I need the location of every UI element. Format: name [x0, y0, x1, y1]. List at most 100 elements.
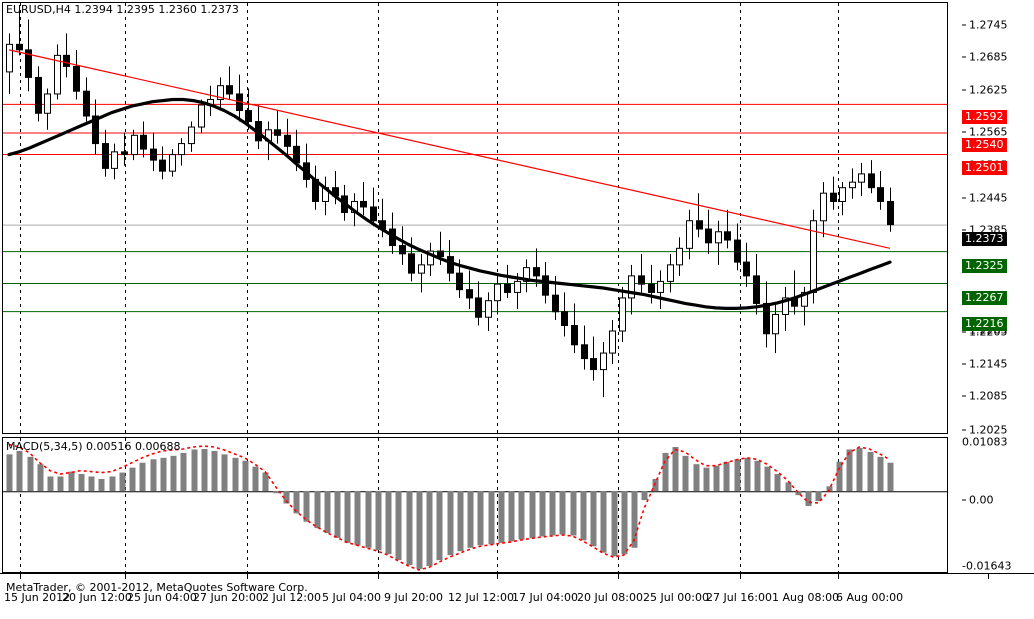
macd-histogram-bar — [795, 491, 802, 496]
macd-histogram-bar — [641, 491, 648, 501]
macd-histogram-bar — [252, 466, 259, 492]
time-axis-label: 25 Jun 04:00 — [127, 591, 197, 604]
price-level-badge-green[interactable]: 1.2267 — [962, 291, 1007, 305]
macd-histogram-bar — [262, 472, 269, 492]
macd-histogram-bar — [160, 457, 167, 492]
price-scale-tick: 1.2085 — [962, 390, 1008, 403]
macd-histogram-bar — [324, 491, 331, 534]
trend-line[interactable] — [8, 49, 891, 249]
macd-histogram-bar — [539, 491, 546, 537]
macd-scale-tick: 0.00 — [962, 494, 994, 507]
macd-histogram-bar — [88, 476, 95, 492]
macd-scale-tick: -0.01643 — [962, 560, 1011, 573]
candlestick — [83, 77, 90, 122]
candlestick-series — [6, 11, 894, 398]
candlestick — [485, 292, 492, 332]
macd-histogram-bar — [508, 491, 515, 542]
price-level-badge-green[interactable]: 1.2325 — [962, 259, 1007, 273]
macd-histogram-bar — [682, 455, 689, 492]
macd-histogram-bar — [47, 476, 54, 492]
macd-indicator-panel[interactable] — [2, 437, 948, 573]
candlestick — [609, 319, 616, 365]
macd-scale[interactable]: 0.01083 0.00 -0.01643 — [948, 436, 1034, 573]
candlestick — [418, 253, 425, 293]
time-axis-tick — [378, 574, 379, 579]
time-axis-label: 9 Jul 20:00 — [384, 591, 443, 604]
candlestick — [121, 132, 128, 166]
macd-histogram-bar — [600, 491, 607, 553]
tick-mark-icon — [962, 395, 966, 396]
candlestick — [571, 303, 578, 354]
macd-signal-line[interactable] — [8, 443, 891, 571]
candlestick — [753, 253, 760, 315]
candlestick — [274, 110, 281, 144]
macd-histogram-bar — [518, 491, 525, 540]
price-level-badge-green[interactable]: 1.2216 — [962, 317, 1007, 331]
time-axis-tick — [125, 574, 126, 579]
price-level-badge-black[interactable]: 1.2373 — [962, 232, 1007, 246]
macd-histogram-bar — [375, 491, 382, 551]
candlestick — [743, 242, 750, 287]
candlestick — [399, 226, 406, 265]
price-scale-tick-label: 1.2685 — [969, 50, 1008, 64]
macd-histogram-bar — [457, 491, 464, 552]
macd-histogram-bar — [764, 466, 771, 492]
time-axis-label: 1 Aug 08:00 — [772, 591, 840, 604]
macd-histogram-bar — [805, 491, 812, 506]
macd-histogram-bar — [221, 454, 228, 492]
price-chart-panel[interactable] — [2, 2, 948, 434]
price-scale-tick-label: 1.2025 — [969, 423, 1008, 437]
price-scale-tick: 1.2025 — [962, 424, 1008, 437]
macd-histogram-bar — [559, 491, 566, 535]
time-axis-label: 20 Jul 08:00 — [577, 591, 643, 604]
candlestick — [303, 143, 310, 188]
candlestick — [581, 325, 588, 370]
tick-mark-icon — [962, 56, 966, 57]
candlestick — [724, 209, 731, 249]
price-chart-canvas[interactable] — [3, 3, 947, 433]
price-scale-tick: 1.2625 — [962, 84, 1008, 97]
candlestick — [63, 33, 70, 78]
price-level-badge-red[interactable]: 1.2501 — [962, 161, 1007, 175]
time-axis-label: 12 Jul 12:00 — [448, 591, 514, 604]
candlestick — [523, 259, 530, 293]
price-scale[interactable]: 1.27451.26851.26251.25651.25051.24451.23… — [948, 2, 1034, 437]
candlestick — [877, 171, 884, 210]
macd-histogram-bar — [191, 449, 198, 492]
macd-histogram-bar — [570, 491, 577, 536]
candlestick — [791, 270, 798, 315]
candlestick — [628, 264, 635, 315]
macd-histogram-bar — [365, 491, 372, 548]
macd-histogram-bar — [856, 447, 863, 492]
macd-histogram-bar — [713, 465, 720, 492]
macd-histogram-bar — [78, 474, 85, 492]
macd-histogram-bar — [385, 491, 392, 555]
price-scale-tick-label: 1.2625 — [969, 83, 1008, 97]
candlestick — [868, 160, 875, 194]
macd-histogram-bar — [744, 457, 751, 492]
time-axis-tick — [497, 574, 498, 579]
macd-histogram-bar — [734, 459, 741, 492]
moving-average-line[interactable] — [7, 97, 892, 310]
macd-panel-header: MACD(5,34,5) 0.00516 0.00688 — [6, 440, 181, 453]
candlestick — [102, 129, 109, 177]
macd-histogram-bar — [242, 460, 249, 492]
price-level-badge-red[interactable]: 1.2540 — [962, 138, 1007, 152]
macd-histogram-bar — [293, 491, 300, 514]
time-axis-tick — [618, 574, 619, 579]
candlestick — [820, 182, 827, 238]
candlestick — [466, 270, 473, 309]
candlestick — [715, 220, 722, 265]
macd-chart-canvas[interactable] — [3, 438, 947, 572]
time-axis[interactable]: 15 Jun 2012 20 Jun 12:00 25 Jun 04:00 27 Ju… — [0, 573, 1034, 619]
candlestick — [705, 209, 712, 254]
macd-histogram-bar — [867, 451, 874, 492]
price-scale-tick-label: 1.2445 — [969, 191, 1008, 205]
candlestick — [198, 99, 205, 133]
candlestick — [35, 66, 42, 122]
candlestick — [370, 187, 377, 227]
candlestick — [217, 77, 224, 111]
price-level-badge-red[interactable]: 1.2592 — [962, 110, 1007, 124]
candlestick — [638, 253, 645, 293]
time-axis-tick — [740, 574, 741, 579]
